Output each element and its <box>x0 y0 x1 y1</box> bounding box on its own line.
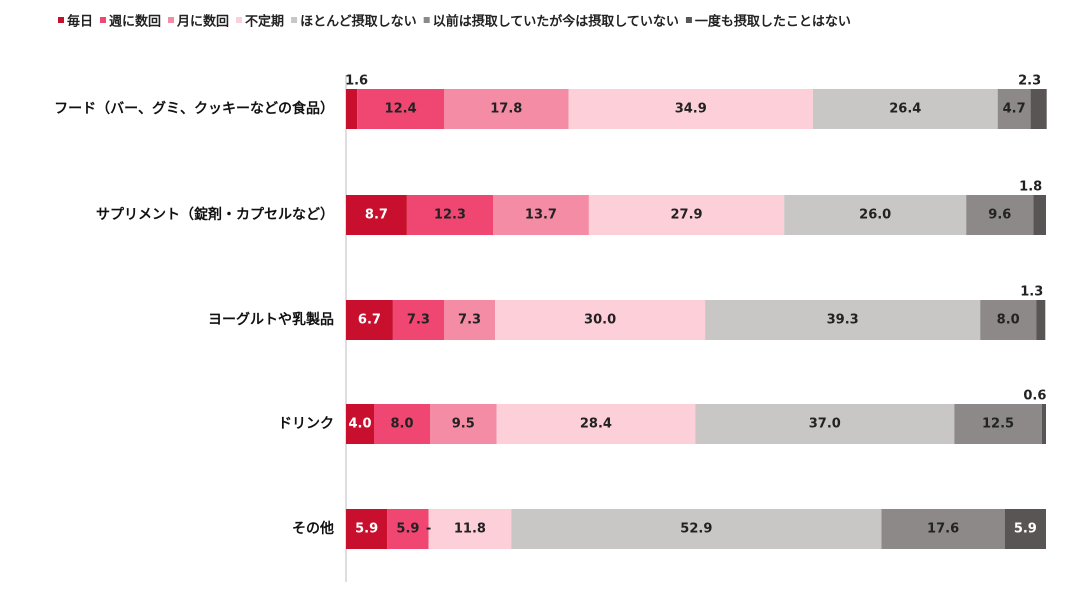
bar-segment-r5-s5 <box>511 509 882 549</box>
legend-swatch-4 <box>236 17 243 23</box>
value-label-r1-s2: 12.4 <box>385 102 417 117</box>
value-label-r2-s1: 8.7 <box>365 208 388 223</box>
value-label-r1-s4: 34.9 <box>675 102 707 117</box>
value-label-r3-s6: 8.0 <box>997 313 1020 328</box>
bar-segment-r4-s1 <box>346 404 374 444</box>
value-label-r5-s3: - <box>426 522 431 537</box>
category-label-1: フード（バー、グミ、クッキーなどの食品） <box>54 100 334 117</box>
value-label-r3-s3: 7.3 <box>458 313 481 328</box>
value-label-r2-s4: 27.9 <box>671 208 703 223</box>
legend-label-1: 毎日 <box>67 14 93 30</box>
value-label-r5-s6: 17.6 <box>927 522 959 537</box>
value-label-r4-s1: 4.0 <box>348 417 371 432</box>
bar-segment-r1-s2 <box>357 89 444 129</box>
value-label-r3-s2: 7.3 <box>407 313 430 328</box>
bar-segment-r3-s1 <box>346 300 393 340</box>
category-label-4: ドリンク <box>278 416 334 432</box>
value-label-r3-s4: 30.0 <box>584 313 616 328</box>
bar-segment-r3-s5 <box>705 300 981 340</box>
bar-segment-r4-s4 <box>496 404 696 444</box>
bar-segment-r4-s7 <box>1041 404 1046 444</box>
category-label-3: ヨーグルトや乳製品 <box>208 311 334 328</box>
value-label-r1-s7: 2.3 <box>1018 74 1041 89</box>
value-label-r1-s6: 4.7 <box>1003 102 1026 117</box>
bar-segment-r2-s6 <box>966 195 1034 235</box>
value-label-r2-s7: 1.8 <box>1019 180 1042 195</box>
value-label-r5-s2: 5.9 <box>396 522 419 537</box>
bar-segment-r2-s1 <box>346 195 407 235</box>
bars <box>346 89 1047 549</box>
value-label-r4-s3: 9.5 <box>452 417 475 432</box>
legend-swatch-5 <box>291 17 298 23</box>
bar-segment-r2-s5 <box>784 195 967 235</box>
category-labels: フード（バー、グミ、クッキーなどの食品） サプリメント（錠剤・カプセルなど） ヨーグ… <box>54 100 334 537</box>
bar-segment-r5-s7 <box>1004 509 1046 549</box>
value-label-r4-s4: 28.4 <box>580 417 612 432</box>
value-label-r2-s5: 26.0 <box>859 208 891 223</box>
bar-segment-r3-s7 <box>1036 300 1046 340</box>
bar-segment-r2-s3 <box>493 195 589 235</box>
bar-segment-r2-s2 <box>406 195 493 235</box>
value-label-r4-s7: 0.6 <box>1023 389 1046 404</box>
bar-segment-r5-s6 <box>881 509 1005 549</box>
bar-segment-r1-s1 <box>346 89 358 129</box>
bar-segment-r1-s7 <box>1030 89 1047 129</box>
legend-swatch-3 <box>168 17 175 23</box>
value-label-r1-s5: 26.4 <box>889 102 921 117</box>
value-label-r4-s5: 37.0 <box>809 417 841 432</box>
bar-segment-r1-s4 <box>568 89 813 129</box>
bar-segment-r4-s5 <box>695 404 955 444</box>
value-label-r1-s3: 17.8 <box>490 102 522 117</box>
bar-segment-r3-s2 <box>392 300 444 340</box>
bar-segment-r3-s6 <box>980 300 1037 340</box>
legend-label-5: ほとんど摂取しない <box>300 14 417 30</box>
value-label-r2-s6: 9.6 <box>988 208 1011 223</box>
bar-segment-r5-s2 <box>387 509 429 549</box>
legend-swatch-7 <box>685 17 692 23</box>
value-label-r3-s5: 39.3 <box>827 313 859 328</box>
bar-segment-r1-s6 <box>997 89 1031 129</box>
value-label-r3-s7: 1.3 <box>1020 285 1043 300</box>
bar-segment-r2-s7 <box>1033 195 1046 235</box>
legend-label-2: 週に数回 <box>109 14 161 30</box>
legend-swatch-2 <box>100 17 107 23</box>
value-label-r5-s7: 5.9 <box>1014 522 1037 537</box>
value-label-r2-s2: 12.3 <box>434 208 466 223</box>
bar-segment-r2-s4 <box>588 195 785 235</box>
value-label-r5-s4: 11.8 <box>454 522 486 537</box>
legend-label-3: 月に数回 <box>176 14 229 30</box>
bar-segment-r3-s4 <box>495 300 706 340</box>
value-labels: 1.6 12.4 17.8 34.9 26.4 4.7 2.3 8.7 12.3 13.7 27.9… <box>345 74 1046 537</box>
bar-segment-r5-s1 <box>346 509 388 549</box>
legend-label-7: 一度も摂取したことはない <box>695 14 851 30</box>
legend-label-4: 不定期 <box>245 14 284 30</box>
category-label-5: その他 <box>292 520 334 537</box>
value-label-r5-s1: 5.9 <box>355 522 378 537</box>
bar-segment-r4-s3 <box>430 404 497 444</box>
legend-label-6: 以前は摂取していたが今は摂取していない <box>433 14 679 30</box>
category-label-2: サプリメント（錠剤・カプセルなど） <box>96 206 334 223</box>
legend-swatch-6 <box>423 17 430 23</box>
value-label-r4-s2: 8.0 <box>390 417 413 432</box>
bar-segment-r4-s6 <box>954 404 1042 444</box>
bar-segment-r5-s4 <box>428 509 512 549</box>
bar-segment-r4-s2 <box>374 404 430 444</box>
value-label-r4-s6: 12.5 <box>982 417 1014 432</box>
bar-segment-r1-s5 <box>812 89 998 129</box>
value-label-r1-s1: 1.6 <box>345 74 368 89</box>
legend: 毎日 週に数回 月に数回 不定期 ほとんど摂取しない 以前は摂取していたが今は摂取していな… <box>58 14 851 30</box>
value-label-r2-s3: 13.7 <box>525 208 557 223</box>
legend-swatch-1 <box>58 17 64 23</box>
value-label-r5-s5: 52.9 <box>680 522 712 537</box>
value-label-r3-s1: 6.7 <box>358 313 381 328</box>
bar-segment-r1-s3 <box>444 89 569 129</box>
bar-segment-r3-s3 <box>444 300 496 340</box>
